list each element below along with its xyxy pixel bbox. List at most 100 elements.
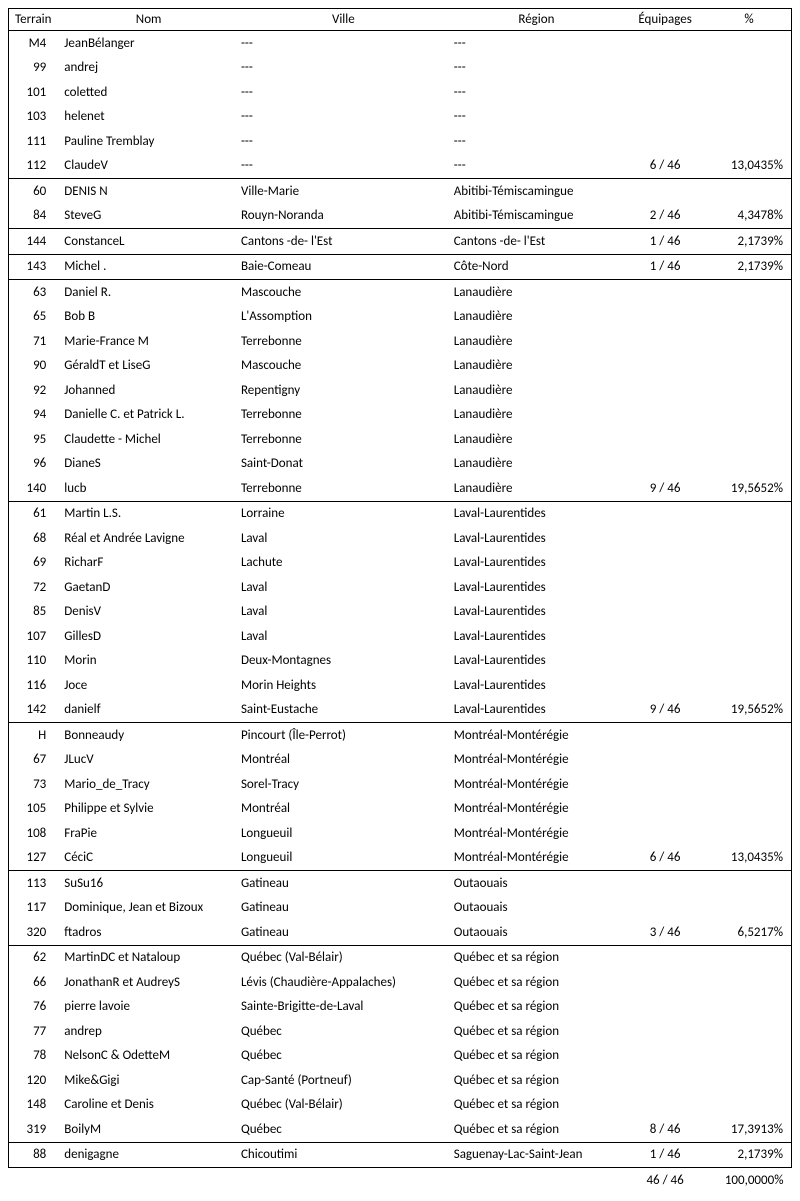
nom-cell: FraPie [60, 821, 237, 846]
ville-cell: Québec [237, 1117, 450, 1142]
nom-cell: GéraldT et LiseG [60, 354, 237, 379]
pct-cell [707, 526, 791, 551]
nom-cell: BoilyM [60, 1117, 237, 1142]
terrain-cell: 127 [9, 846, 61, 871]
pct-cell [707, 280, 791, 305]
table-row: 73Mario_de_TracySorel-TracyMontréal-Mont… [9, 772, 792, 797]
pct-cell [707, 105, 791, 130]
terrain-cell: 103 [9, 105, 61, 130]
equip-cell: 3 / 46 [623, 920, 707, 945]
ville-cell: Longueuil [237, 821, 450, 846]
equip-cell [623, 1044, 707, 1069]
region-cell: Côte-Nord [450, 254, 623, 280]
region-cell: Québec et sa région [450, 1044, 623, 1069]
region-cell: Québec et sa région [450, 945, 623, 970]
pct-cell: 2,1739% [707, 229, 791, 255]
equip-cell [623, 995, 707, 1020]
nom-cell: Dominique, Jean et Bizoux [60, 896, 237, 921]
ville-cell: Laval [237, 575, 450, 600]
nom-cell: DenisV [60, 600, 237, 625]
ville-cell: --- [237, 31, 450, 56]
table-row: 96DianeSSaint-DonatLanaudière [9, 452, 792, 477]
ville-cell: Morin Heights [237, 673, 450, 698]
pct-cell: 6,5217% [707, 920, 791, 945]
table-row: 77andrepQuébecQuébec et sa région [9, 1019, 792, 1044]
equip-cell [623, 1019, 707, 1044]
table-row: 85DenisVLavalLaval-Laurentides [9, 600, 792, 625]
terrain-cell: 62 [9, 945, 61, 970]
ville-cell: Gatineau [237, 896, 450, 921]
pct-cell [707, 1044, 791, 1069]
nom-cell: SuSu16 [60, 871, 237, 896]
region-cell: Laval-Laurentides [450, 600, 623, 625]
ville-cell: Terrebonne [237, 427, 450, 452]
terrain-cell: 95 [9, 427, 61, 452]
nom-cell: Michel . [60, 254, 237, 280]
pct-cell [707, 970, 791, 995]
ville-cell: Ville-Marie [237, 179, 450, 204]
region-cell: Montréal-Montérégie [450, 797, 623, 822]
ville-cell: Montréal [237, 797, 450, 822]
equip-cell [623, 105, 707, 130]
terrain-cell: 140 [9, 476, 61, 501]
pct-cell [707, 1068, 791, 1093]
total-pct: 100,0000% [707, 1168, 791, 1193]
region-cell: Lanaudière [450, 305, 623, 330]
pct-cell [707, 427, 791, 452]
nom-cell: andrep [60, 1019, 237, 1044]
ville-cell: Deux-Montagnes [237, 649, 450, 674]
equip-cell [623, 748, 707, 773]
nom-cell: pierre lavoie [60, 995, 237, 1020]
terrain-cell: 84 [9, 204, 61, 229]
nom-cell: SteveG [60, 204, 237, 229]
pct-cell [707, 129, 791, 154]
pct-cell [707, 403, 791, 428]
pct-cell [707, 551, 791, 576]
table-row: 111Pauline Tremblay------ [9, 129, 792, 154]
terrain-cell: 88 [9, 1142, 61, 1168]
ville-cell: Repentigny [237, 378, 450, 403]
region-cell: Outaouais [450, 896, 623, 921]
table-row: 127CéciCLongueuilMontréal-Montérégie6 / … [9, 846, 792, 871]
region-cell: Lanaudière [450, 280, 623, 305]
region-cell: Québec et sa région [450, 1093, 623, 1118]
terrain-cell: 320 [9, 920, 61, 945]
equip-cell [623, 329, 707, 354]
nom-cell: Joce [60, 673, 237, 698]
ville-cell: --- [237, 154, 450, 179]
pct-cell [707, 673, 791, 698]
equip-cell [623, 378, 707, 403]
region-cell: --- [450, 154, 623, 179]
nom-cell: Pauline Tremblay [60, 129, 237, 154]
region-cell: Laval-Laurentides [450, 624, 623, 649]
nom-cell: Daniel R. [60, 280, 237, 305]
equip-cell [623, 403, 707, 428]
pct-cell: 4,3478% [707, 204, 791, 229]
ville-cell: Lévis (Chaudière-Appalaches) [237, 970, 450, 995]
total-empty [9, 1168, 61, 1193]
equip-cell: 2 / 46 [623, 204, 707, 229]
terrain-cell: 68 [9, 526, 61, 551]
table-row: 94Danielle C. et Patrick L.TerrebonneLan… [9, 403, 792, 428]
pct-cell [707, 1019, 791, 1044]
equip-cell: 1 / 46 [623, 229, 707, 255]
pct-cell: 2,1739% [707, 254, 791, 280]
region-cell: Lanaudière [450, 378, 623, 403]
terrain-cell: 85 [9, 600, 61, 625]
table-row: 76pierre lavoieSainte-Brigitte-de-LavalQ… [9, 995, 792, 1020]
ville-cell: Québec (Val-Bélair) [237, 1093, 450, 1118]
nom-cell: CéciC [60, 846, 237, 871]
terrain-cell: 60 [9, 179, 61, 204]
pct-cell: 17,3913% [707, 1117, 791, 1142]
pct-cell [707, 945, 791, 970]
terrain-cell: 110 [9, 649, 61, 674]
equip-cell: 1 / 46 [623, 1142, 707, 1168]
table-row: 101coletted------ [9, 80, 792, 105]
table-row: 320ftadrosGatineauOutaouais3 / 466,5217% [9, 920, 792, 945]
region-cell: --- [450, 80, 623, 105]
terrain-cell: 94 [9, 403, 61, 428]
table-row: 61Martin L.S.LorraineLaval-Laurentides [9, 501, 792, 526]
nom-cell: Martin L.S. [60, 501, 237, 526]
equip-cell [623, 31, 707, 56]
equip-cell: 9 / 46 [623, 698, 707, 723]
